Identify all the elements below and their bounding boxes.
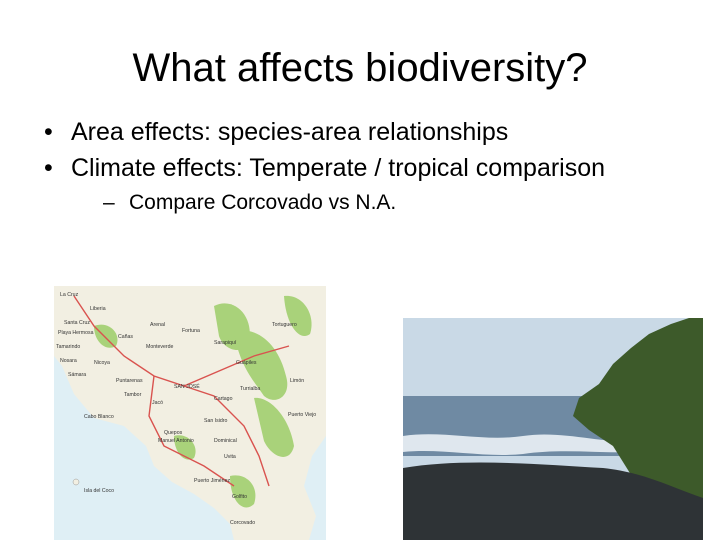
costa-rica-map: La Cruz Liberia Santa Cruz Nicoya Puntar…	[54, 286, 326, 540]
map-label: Santa Cruz	[64, 320, 90, 326]
bullet-list: • Area effects: species-area relationshi…	[44, 116, 684, 222]
park-area	[234, 330, 288, 400]
map-label: Cartago	[214, 396, 233, 402]
map-label: Dominical	[214, 438, 237, 444]
map-label: Limón	[290, 378, 304, 384]
map-roads	[73, 295, 290, 487]
map-label: Jacó	[152, 400, 163, 406]
map-label: Nosara	[60, 358, 77, 364]
road	[148, 375, 235, 487]
map-label: Sarapiquí	[214, 340, 237, 346]
map-label: Quepos	[164, 430, 183, 436]
map-label: Cañas	[118, 334, 133, 340]
bullet-text: Climate effects: Temperate / tropical co…	[71, 154, 606, 182]
map-label: Isla del Coco	[84, 488, 114, 494]
map-label: Cabo Blanco	[84, 414, 114, 420]
map-label: Playa Hermosa	[58, 330, 94, 336]
map-label: Manuel Antonio	[158, 438, 194, 444]
map-label: Fortuna	[182, 328, 200, 334]
map-label: San Isidro	[204, 418, 227, 424]
map-label: Puntarenas	[116, 378, 143, 384]
map-island	[72, 478, 80, 486]
photo-beach	[403, 462, 703, 540]
park-area	[284, 295, 312, 337]
bullet-climate-effects: • Climate effects: Temperate / tropical …	[44, 152, 684, 218]
map-label: Golfito	[232, 494, 247, 500]
map-label: Nicoya	[94, 360, 110, 366]
photo-graphic	[403, 318, 703, 540]
map-label: Corcovado	[230, 520, 255, 526]
sub-bullet-text: Compare Corcovado vs N.A.	[129, 191, 397, 214]
map-label: Turrialba	[240, 386, 260, 392]
photo-foam	[403, 434, 643, 455]
map-label: La Cruz	[60, 292, 79, 298]
slide-title: What affects biodiversity?	[132, 46, 588, 90]
park-area	[254, 397, 294, 457]
map-label: Liberia	[90, 306, 106, 312]
map-label: Tortuguero	[272, 322, 297, 328]
road	[183, 345, 290, 387]
map-graphic: La Cruz Liberia Santa Cruz Nicoya Puntar…	[54, 286, 326, 540]
park-area	[230, 475, 256, 508]
bullet-area-effects: • Area effects: species-area relationshi…	[44, 116, 684, 148]
map-label: Uvita	[224, 454, 236, 460]
map-label: Puerto Viejo	[288, 412, 316, 418]
map-label: Tamarindo	[56, 344, 80, 350]
map-label: Puerto Jiménez	[194, 478, 230, 484]
map-label: SAN JOSÉ	[174, 383, 200, 390]
sub-bullet-dash-icon: –	[103, 191, 115, 214]
bullet-dot-icon: •	[44, 154, 53, 182]
bullet-dot-icon: •	[44, 118, 53, 146]
map-label: Sámara	[68, 372, 86, 378]
map-labels: La Cruz Liberia Santa Cruz Nicoya Puntar…	[56, 292, 316, 526]
bullet-text: Area effects: species-area relationships	[71, 118, 509, 146]
park-area	[94, 324, 118, 348]
map-label: Arenal	[150, 322, 165, 328]
map-label: Tambor	[124, 392, 142, 398]
map-label: Monteverde	[146, 344, 174, 350]
photo-forest	[573, 318, 703, 540]
sub-bullet-compare: – Compare Corcovado vs N.A.	[71, 188, 684, 218]
corcovado-beach-photo	[403, 318, 703, 540]
map-label: Guápiles	[236, 360, 257, 366]
